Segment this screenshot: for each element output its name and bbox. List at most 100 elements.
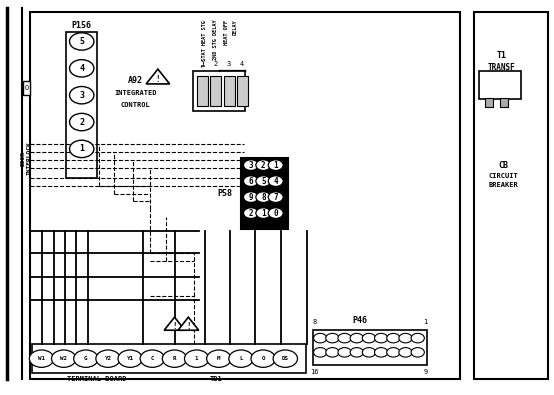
Text: CB: CB [498,162,508,170]
Circle shape [326,333,339,343]
Text: HEAT OFF: HEAT OFF [224,20,229,45]
Text: G: G [84,356,88,361]
Text: Y2: Y2 [105,356,111,361]
Circle shape [256,160,271,171]
Text: T1: T1 [496,51,506,60]
Text: O: O [261,356,265,361]
Text: 8: 8 [312,319,317,325]
Bar [32,344,306,373]
Bar [474,12,548,379]
Text: !: ! [186,322,191,331]
Circle shape [244,176,259,186]
Circle shape [350,333,363,343]
Text: 2: 2 [79,118,84,126]
Circle shape [244,208,259,218]
Text: DOOR
INTERLOCK: DOOR INTERLOCK [20,141,32,175]
Polygon shape [164,317,185,330]
Bar [23,81,30,95]
Circle shape [207,350,231,367]
Text: C: C [151,356,154,361]
Text: 5: 5 [79,37,84,46]
Text: W2: W2 [60,356,67,361]
Bar [30,12,460,379]
Circle shape [399,348,412,357]
Circle shape [74,350,98,367]
Bar [485,98,493,107]
Text: M: M [217,356,220,361]
Circle shape [251,350,275,367]
Text: A92: A92 [128,77,143,85]
Text: P156: P156 [71,21,92,30]
Bar [313,330,427,365]
Circle shape [338,333,351,343]
Text: 2ND STG DELAY: 2ND STG DELAY [213,20,218,60]
Circle shape [268,208,283,218]
Text: 4: 4 [79,64,84,73]
Bar [237,76,248,106]
Circle shape [314,333,327,343]
Text: 4: 4 [240,61,244,67]
Text: 1: 1 [79,145,84,153]
Circle shape [387,348,400,357]
Text: P58: P58 [218,189,233,198]
Circle shape [96,350,120,367]
Text: O: O [24,85,29,91]
Text: 2: 2 [249,209,253,218]
Circle shape [52,350,76,367]
Text: 5: 5 [261,177,266,186]
Circle shape [268,192,283,203]
Circle shape [314,348,327,357]
Polygon shape [146,69,170,84]
Circle shape [244,192,259,203]
Text: 7: 7 [273,193,278,201]
Circle shape [387,333,400,343]
Bar [197,76,208,106]
Bar [241,158,288,229]
Text: TB1: TB1 [209,376,223,382]
Circle shape [69,140,94,158]
Text: INTEGRATED: INTEGRATED [115,90,157,96]
Text: 3: 3 [249,161,253,169]
Text: Y1: Y1 [127,356,134,361]
Circle shape [273,350,297,367]
Circle shape [268,176,283,186]
Circle shape [162,350,187,367]
Text: 3: 3 [227,61,231,67]
Circle shape [244,160,259,171]
Circle shape [69,33,94,50]
Text: CIRCUIT: CIRCUIT [488,173,518,179]
Circle shape [118,350,142,367]
Circle shape [399,333,412,343]
Bar [479,71,521,99]
Text: 9: 9 [249,193,253,201]
Text: 16: 16 [310,369,319,374]
Circle shape [256,192,271,203]
Circle shape [140,350,165,367]
Bar [66,32,97,178]
Text: !: ! [172,322,177,331]
Circle shape [69,87,94,104]
Text: TERMINAL BOARD: TERMINAL BOARD [67,376,127,382]
Text: L: L [239,356,243,361]
Circle shape [375,333,388,343]
Text: TRANSF: TRANSF [488,63,515,71]
Circle shape [184,350,209,367]
Circle shape [411,333,424,343]
Text: 1: 1 [423,319,428,325]
Text: 1: 1 [201,61,205,67]
Text: 4: 4 [273,177,278,186]
Text: BREAKER: BREAKER [488,182,518,188]
Polygon shape [178,317,199,330]
Text: !: ! [156,75,160,84]
Circle shape [268,160,283,171]
Bar [223,76,234,106]
Text: 0: 0 [273,209,278,218]
Text: R: R [173,356,176,361]
Circle shape [69,60,94,77]
Text: 9: 9 [423,369,428,374]
Text: DELAY: DELAY [233,20,238,36]
Text: 1: 1 [195,356,198,361]
Text: DS: DS [282,356,289,361]
Bar [211,76,222,106]
Circle shape [338,348,351,357]
